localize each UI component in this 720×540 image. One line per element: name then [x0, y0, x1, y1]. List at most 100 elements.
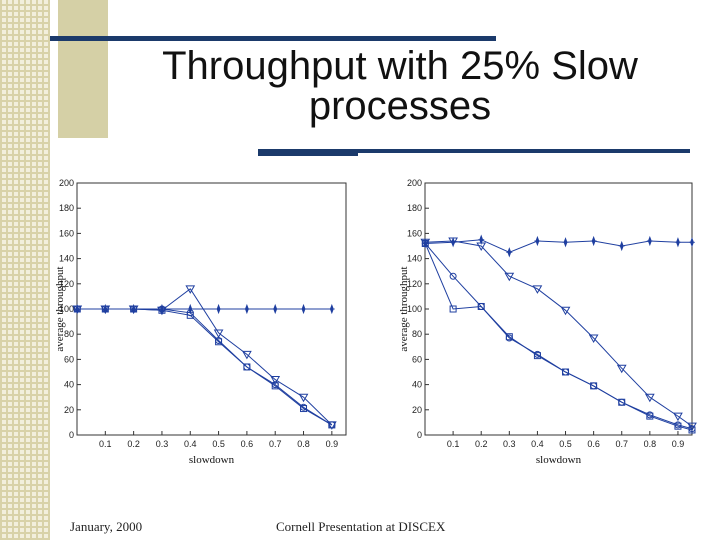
- y-tick-label-5: 100: [407, 304, 422, 314]
- point-star-7: [618, 240, 625, 252]
- point-square-1: [101, 305, 109, 313]
- point-star-5: [215, 303, 222, 315]
- x-tick-label-2: 0.3: [503, 439, 516, 449]
- point-star-3: [506, 247, 513, 258]
- point-circle-1: [449, 272, 457, 280]
- y-tick-label-0: 0: [69, 430, 74, 440]
- point-star-8: [646, 235, 653, 247]
- series-line-circle: [424, 243, 693, 430]
- title-bar-top: [50, 36, 496, 41]
- y-tick-label-1: 20: [64, 405, 74, 415]
- point-star-2: [478, 234, 485, 245]
- point-triangle-4: [185, 285, 196, 294]
- series-square: [421, 239, 696, 434]
- y-tick-label-2: 40: [64, 380, 74, 390]
- point-triangle-2: [476, 242, 487, 252]
- footer-date: January, 2000: [70, 519, 143, 534]
- point-triangle-5: [213, 329, 224, 338]
- point-square-4: [533, 352, 541, 360]
- series-square: [73, 305, 336, 429]
- y-tick-label-7: 140: [407, 254, 422, 264]
- point-square-7: [271, 382, 279, 390]
- series-line-square: [424, 243, 693, 431]
- point-star-8: [300, 303, 307, 315]
- y-tick-label-10: 200: [407, 178, 422, 188]
- y-axis-label: average throughput: [54, 266, 66, 351]
- series-line-circle: [77, 308, 333, 426]
- point-square-4: [186, 311, 194, 319]
- point-square-0: [73, 305, 81, 313]
- series-triangle: [420, 237, 697, 432]
- point-square-7: [618, 398, 626, 406]
- point-square-2: [130, 305, 138, 313]
- x-tick-label-8: 0.9: [672, 439, 685, 449]
- x-tick-label-1: 0.2: [127, 439, 140, 449]
- y-tick-label-5: 100: [59, 304, 74, 314]
- x-tick-label-6: 0.7: [269, 439, 282, 449]
- title-bar-bottom: [258, 149, 690, 153]
- y-tick-label-4: 80: [412, 329, 422, 339]
- x-tick-label-2: 0.3: [156, 439, 169, 449]
- x-tick-label-0: 0.1: [99, 439, 112, 449]
- point-triangle-4: [532, 285, 543, 294]
- footer-presentation: Cornell Presentation at DISCEX: [276, 519, 446, 534]
- point-star-4: [534, 235, 541, 247]
- x-tick-label-4: 0.5: [212, 439, 225, 449]
- point-triangle-3: [504, 272, 515, 282]
- title-bar-bottom-accent: [258, 153, 358, 156]
- x-tick-label-8: 0.9: [326, 439, 339, 449]
- point-square-2: [477, 302, 485, 310]
- series-star: [422, 234, 695, 258]
- decorative-block: [58, 0, 108, 138]
- y-tick-label-8: 160: [407, 228, 422, 238]
- point-star-9: [674, 237, 681, 248]
- point-square-3: [158, 306, 166, 314]
- series-line-triangle: [425, 240, 693, 427]
- point-star-6: [590, 235, 597, 247]
- y-tick-label-9: 180: [59, 203, 74, 213]
- x-tick-label-7: 0.8: [644, 439, 657, 449]
- title-line-2: processes: [308, 84, 492, 128]
- y-tick-label-3: 60: [412, 354, 422, 364]
- x-axis-label: slowdown: [189, 454, 235, 466]
- y-tick-label-7: 140: [59, 254, 74, 264]
- series-circle: [73, 305, 336, 429]
- point-square-1: [449, 305, 457, 313]
- point-triangle-9: [673, 412, 683, 422]
- x-tick-label-3: 0.4: [184, 439, 197, 449]
- y-tick-label-10: 200: [59, 178, 74, 188]
- point-square-6: [590, 382, 598, 390]
- point-triangle-7: [270, 376, 281, 385]
- y-axis-label: average throughput: [398, 266, 410, 351]
- point-square-9: [674, 422, 682, 430]
- series-triangle: [72, 285, 337, 430]
- point-star-9: [328, 303, 335, 315]
- point-star-7: [272, 303, 279, 315]
- point-triangle-8: [644, 393, 655, 403]
- point-triangle-6: [588, 334, 599, 343]
- y-tick-label-8: 160: [59, 228, 74, 238]
- x-tick-label-1: 0.2: [475, 439, 488, 449]
- point-star-10: [689, 237, 695, 248]
- y-tick-label-0: 0: [417, 430, 422, 440]
- point-star-5: [562, 237, 569, 248]
- decorative-stripes: [0, 0, 50, 540]
- y-tick-label-6: 120: [59, 279, 74, 289]
- point-square-0: [421, 239, 429, 247]
- point-square-3: [505, 333, 513, 341]
- point-triangle-1: [448, 237, 458, 246]
- x-tick-label-4: 0.5: [559, 439, 572, 449]
- x-tick-label-6: 0.7: [615, 439, 628, 449]
- y-tick-label-4: 80: [64, 329, 74, 339]
- point-square-5: [562, 368, 570, 376]
- x-tick-label-5: 0.6: [241, 439, 254, 449]
- point-square-9: [328, 421, 336, 429]
- point-square-8: [646, 412, 654, 420]
- chart-1: 0 20 40 60 80 100 120 140 160 180 200 0.1 0.2 0.3 0.4 0…: [54, 178, 347, 466]
- point-star-6: [243, 303, 250, 315]
- series-line-square: [77, 308, 333, 426]
- x-tick-label-5: 0.6: [587, 439, 600, 449]
- chart-2: 0 20 40 60 80 100 120 140 160 180 200 0.1 0.2 0.3 0.4 0…: [398, 178, 697, 466]
- series-line-star: [425, 239, 692, 253]
